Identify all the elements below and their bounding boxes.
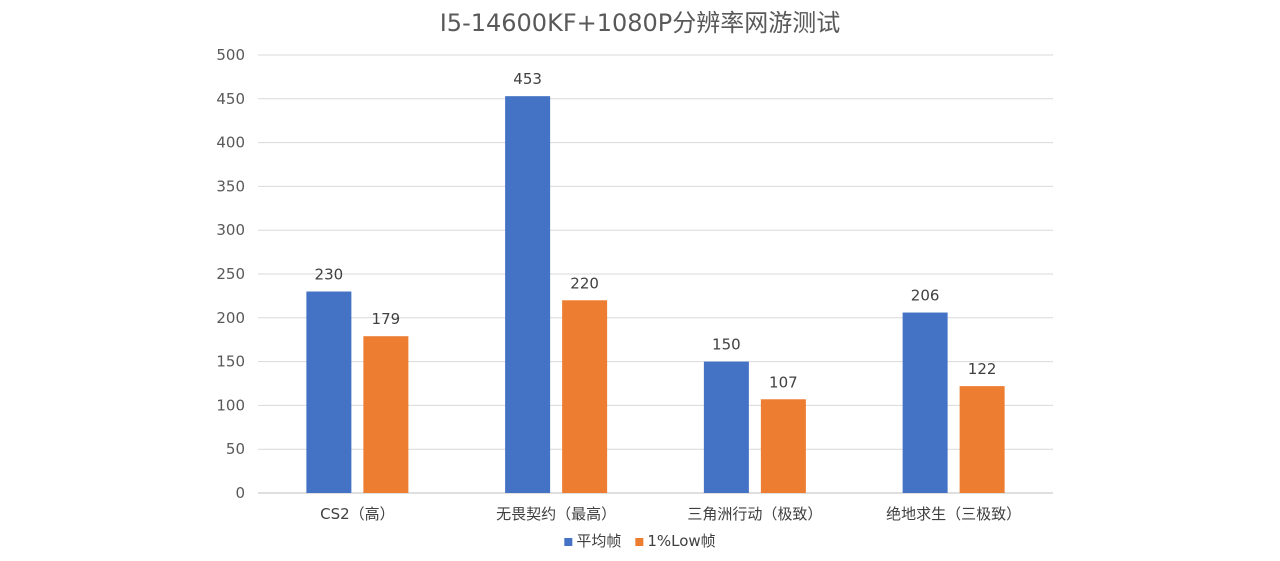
bar-low-fps bbox=[760, 399, 806, 493]
y-tick-label: 100 bbox=[216, 396, 245, 414]
x-axis-categories: CS2（高） 无畏契约（最高） 三角洲行动（极致） 绝地求生（三极致） bbox=[320, 505, 1021, 523]
y-tick-label: 50 bbox=[226, 440, 245, 458]
bar-avg-fps bbox=[703, 361, 749, 493]
y-tick-label: 250 bbox=[216, 265, 245, 283]
chart-title: I5-14600KF+1080P分辨率网游测试 bbox=[440, 9, 841, 37]
x-category-label: 绝地求生（三极致） bbox=[886, 505, 1021, 523]
bar-low-fps bbox=[363, 336, 409, 493]
legend-swatch bbox=[564, 538, 573, 546]
y-tick-label: 350 bbox=[216, 177, 245, 195]
data-label: 107 bbox=[769, 373, 798, 391]
legend-label: 平均帧 bbox=[576, 532, 621, 550]
x-category-label: 无畏契约（最高） bbox=[496, 505, 616, 523]
y-tick-label: 300 bbox=[216, 221, 245, 239]
data-label: 179 bbox=[372, 310, 401, 328]
data-label: 150 bbox=[712, 336, 741, 354]
y-tick-label: 0 bbox=[235, 484, 245, 502]
y-tick-label: 500 bbox=[216, 46, 245, 64]
data-labels: 230 179 453 220 150 107 206 122 bbox=[315, 70, 997, 391]
x-category-label: CS2（高） bbox=[320, 505, 395, 523]
bars bbox=[306, 96, 1005, 493]
y-tick-label: 400 bbox=[216, 134, 245, 152]
x-category-label: 三角洲行动（极致） bbox=[687, 505, 822, 523]
bar-avg-fps bbox=[505, 96, 551, 493]
legend-swatch bbox=[635, 538, 644, 546]
bar-avg-fps bbox=[902, 312, 948, 493]
bar-avg-fps bbox=[306, 291, 352, 493]
bar-low-fps bbox=[959, 386, 1005, 493]
data-label: 220 bbox=[570, 274, 599, 292]
y-axis-ticks: 0 50 100 150 200 250 300 350 400 450 500 bbox=[216, 46, 245, 502]
bar-low-fps bbox=[562, 300, 608, 493]
y-tick-label: 200 bbox=[216, 309, 245, 327]
legend: 平均帧 1%Low帧 bbox=[564, 532, 716, 550]
y-tick-label: 450 bbox=[216, 90, 245, 108]
data-label: 122 bbox=[968, 360, 997, 378]
y-tick-label: 150 bbox=[216, 353, 245, 371]
data-label: 206 bbox=[911, 287, 940, 305]
data-label: 230 bbox=[315, 266, 344, 284]
legend-label: 1%Low帧 bbox=[647, 532, 715, 550]
data-label: 453 bbox=[513, 70, 542, 88]
